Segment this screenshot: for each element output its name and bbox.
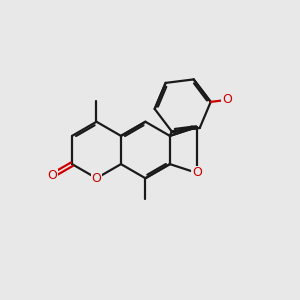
Text: O: O [222,93,232,106]
Text: O: O [192,166,202,179]
Text: O: O [92,172,101,185]
Text: O: O [47,169,57,182]
